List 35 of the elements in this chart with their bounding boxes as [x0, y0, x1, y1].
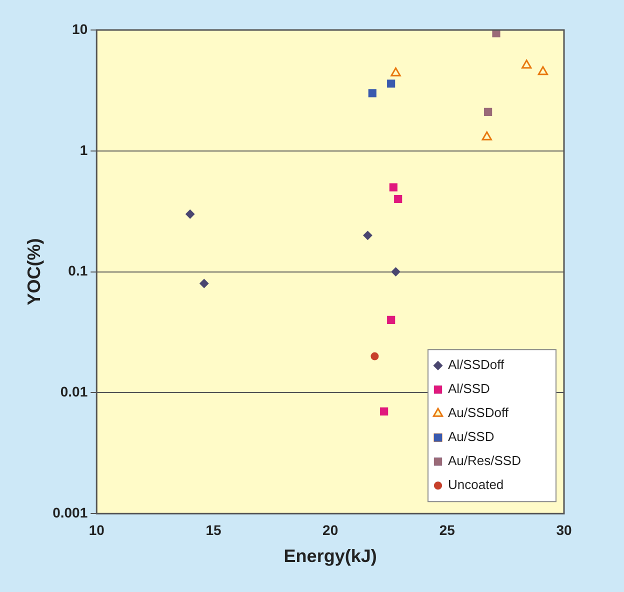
y-tick-label: 0.1	[68, 262, 88, 279]
point	[186, 210, 195, 219]
point	[538, 66, 548, 76]
point	[387, 80, 396, 88]
point	[390, 67, 401, 76]
y-tick-label: 0.01	[60, 384, 88, 400]
y-tick-label: 10	[72, 20, 88, 37]
point	[394, 194, 402, 204]
point	[522, 60, 532, 69]
point	[387, 316, 396, 324]
point	[391, 267, 400, 276]
point	[492, 30, 500, 38]
y-axis-title: YOC(%)	[24, 238, 44, 306]
legend-label: Al/SSD	[448, 381, 490, 396]
legend-label: Au/SSDoff	[448, 405, 509, 420]
point	[368, 89, 376, 98]
x-tick-label: 20	[322, 522, 338, 538]
x-tick-label: 15	[206, 522, 222, 538]
point	[482, 131, 492, 140]
legend-label: Au/Res/SSD	[448, 453, 521, 468]
point	[370, 352, 379, 360]
point	[200, 279, 209, 288]
point	[380, 407, 388, 416]
point	[363, 230, 372, 240]
x-tick-label: 25	[439, 522, 456, 538]
legend-label: Uncoated	[448, 477, 504, 492]
x-tick-label: 10	[88, 522, 105, 538]
x-tick-label: 30	[556, 522, 572, 538]
legend-label: Al/SSDoff	[448, 357, 505, 372]
legend-label: Au/SSD	[448, 429, 494, 444]
point	[389, 183, 398, 192]
point	[484, 108, 492, 116]
y-tick-label: 1	[80, 142, 88, 158]
x-axis-title: Energy(kJ)	[284, 546, 377, 566]
y-tick-label: 0.001	[52, 504, 88, 520]
